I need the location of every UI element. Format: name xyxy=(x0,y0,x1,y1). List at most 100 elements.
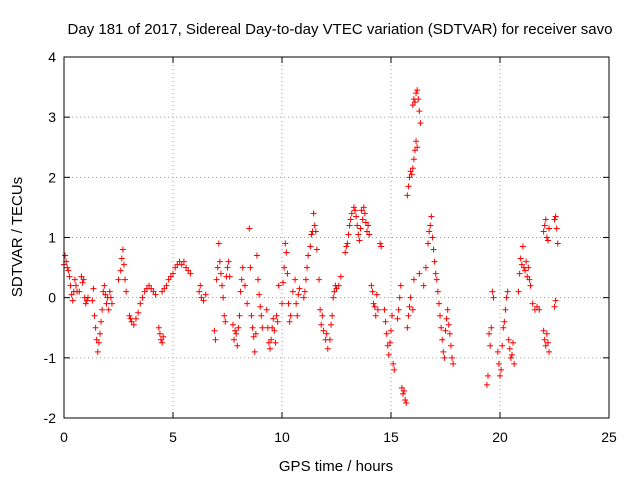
data-point-marker xyxy=(518,261,525,268)
data-point-marker xyxy=(172,264,179,271)
data-point-marker xyxy=(543,330,550,337)
data-point-marker xyxy=(362,219,369,226)
data-point-marker xyxy=(89,297,96,304)
data-point-marker xyxy=(159,339,166,346)
data-point-marker xyxy=(342,249,349,256)
data-point-marker xyxy=(90,285,97,292)
data-point-marker xyxy=(369,288,376,295)
data-point-marker xyxy=(554,240,561,247)
data-point-marker xyxy=(360,204,367,211)
data-point-marker xyxy=(507,354,514,361)
data-point-marker xyxy=(401,387,408,394)
data-point-marker xyxy=(233,330,240,337)
data-point-marker xyxy=(355,231,362,238)
data-point-marker xyxy=(320,327,327,334)
data-point-marker xyxy=(427,222,434,229)
data-point-marker xyxy=(525,264,532,271)
data-point-marker xyxy=(292,276,299,283)
data-point-marker xyxy=(92,324,99,331)
data-point-marker xyxy=(128,318,135,325)
y-tick-label: 2 xyxy=(48,169,56,185)
data-point-marker xyxy=(72,282,79,289)
data-point-marker xyxy=(69,297,76,304)
data-point-marker xyxy=(246,225,253,232)
data-point-marker xyxy=(132,315,139,322)
data-point-marker xyxy=(159,288,166,295)
data-point-marker xyxy=(396,294,403,301)
data-point-marker xyxy=(98,318,105,325)
data-point-marker xyxy=(183,264,190,271)
data-point-marker xyxy=(347,216,354,223)
data-point-marker xyxy=(403,399,410,406)
data-point-marker xyxy=(501,318,508,325)
data-point-marker xyxy=(83,297,90,304)
data-point-marker xyxy=(551,303,558,310)
data-point-marker xyxy=(416,270,423,277)
data-point-marker xyxy=(370,300,377,307)
data-point-marker xyxy=(527,282,534,289)
data-point-marker xyxy=(64,264,71,271)
data-point-marker xyxy=(324,345,331,352)
data-point-marker xyxy=(152,291,159,298)
data-point-marker xyxy=(122,276,129,283)
data-point-marker xyxy=(439,336,446,343)
data-point-marker xyxy=(285,300,292,307)
data-point-marker xyxy=(211,327,218,334)
data-point-marker xyxy=(219,282,226,289)
data-point-marker xyxy=(444,306,451,313)
data-point-marker xyxy=(84,294,91,301)
data-point-marker xyxy=(311,222,318,229)
data-points xyxy=(61,87,561,406)
data-point-marker xyxy=(280,279,287,286)
data-point-marker xyxy=(447,342,454,349)
data-point-marker xyxy=(293,300,300,307)
data-point-marker xyxy=(295,291,302,298)
data-point-marker xyxy=(510,339,517,346)
data-point-marker xyxy=(108,300,115,307)
data-point-marker xyxy=(343,243,350,250)
data-point-marker xyxy=(120,261,127,268)
data-point-marker xyxy=(130,321,137,328)
data-point-marker xyxy=(271,327,278,334)
data-point-marker xyxy=(76,288,83,295)
data-point-marker xyxy=(420,282,427,289)
data-point-marker xyxy=(316,276,323,283)
data-point-marker xyxy=(410,156,417,163)
data-point-marker xyxy=(344,240,351,247)
data-point-marker xyxy=(435,300,442,307)
data-point-marker xyxy=(185,267,192,274)
data-point-marker xyxy=(66,273,73,280)
data-point-marker xyxy=(197,282,204,289)
data-point-marker xyxy=(94,348,101,355)
data-point-marker xyxy=(405,183,412,190)
data-point-marker xyxy=(107,294,114,301)
data-point-marker xyxy=(80,276,87,283)
data-point-marker xyxy=(552,297,559,304)
data-point-marker xyxy=(95,339,102,346)
data-point-marker xyxy=(490,294,497,301)
data-point-marker xyxy=(411,99,418,106)
data-point-marker xyxy=(515,288,522,295)
data-point-marker xyxy=(67,282,74,289)
data-point-marker xyxy=(236,312,243,319)
data-point-marker xyxy=(148,285,155,292)
data-point-marker xyxy=(553,225,560,232)
data-point-marker xyxy=(118,255,125,262)
grid-lines xyxy=(64,57,609,418)
data-point-marker xyxy=(542,216,549,223)
data-point-marker xyxy=(540,327,547,334)
data-point-marker xyxy=(504,288,511,295)
data-point-marker xyxy=(275,282,282,289)
data-point-marker xyxy=(284,270,291,277)
data-point-marker xyxy=(328,321,335,328)
data-point-marker xyxy=(326,336,333,343)
data-point-marker xyxy=(256,291,263,298)
data-point-marker xyxy=(352,207,359,214)
data-point-marker xyxy=(494,348,501,355)
data-point-marker xyxy=(141,288,148,295)
data-point-marker xyxy=(156,330,163,337)
data-point-marker xyxy=(200,297,207,304)
data-point-marker xyxy=(238,276,245,283)
data-point-marker xyxy=(232,327,239,334)
data-point-marker xyxy=(170,270,176,277)
